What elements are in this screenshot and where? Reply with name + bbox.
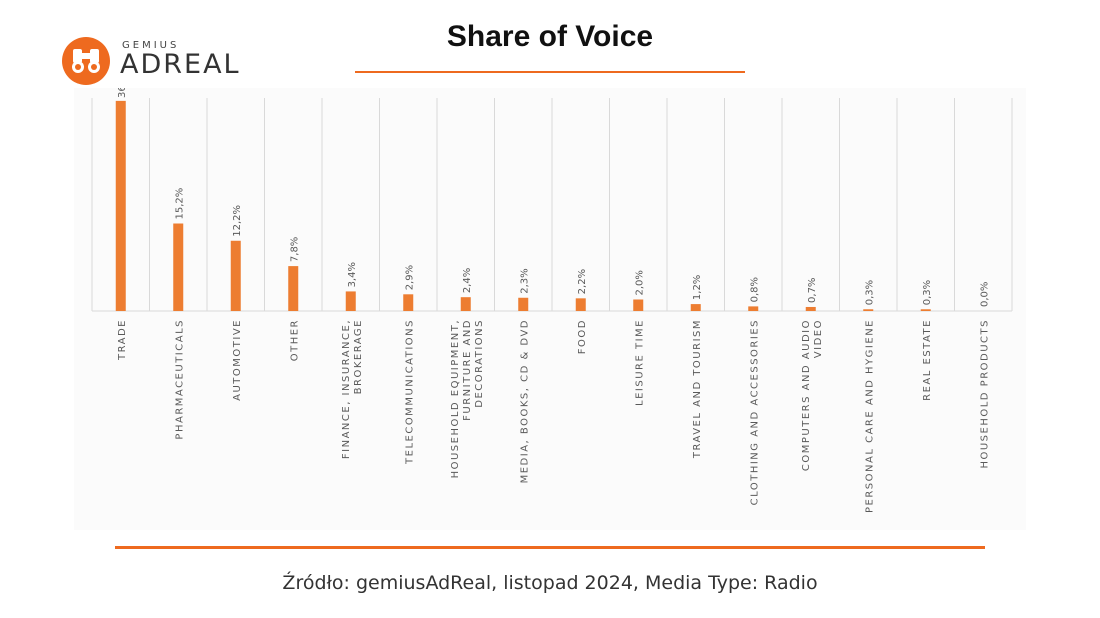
category-label-line: AUTOMOTIVE xyxy=(232,319,243,401)
category-label-line: OTHER xyxy=(289,319,300,361)
category-label: FINANCE, INSURANCE, BROKERAGE xyxy=(341,319,364,459)
category-label: TRADE xyxy=(117,319,128,361)
data-label: 0,7% xyxy=(807,278,818,303)
category-label-line: BROKERAGE xyxy=(353,319,364,394)
data-label: 0,0% xyxy=(979,282,990,307)
binoculars-icon xyxy=(62,37,110,85)
category-label-line: COMPUTERS AND AUDIO xyxy=(801,319,812,471)
data-label: 3,4% xyxy=(347,262,358,287)
bar xyxy=(173,223,184,311)
bar xyxy=(575,298,586,311)
data-label: 7,8% xyxy=(289,237,300,262)
bar xyxy=(288,266,299,311)
category-label: HOUSEHOLD PRODUCTS xyxy=(979,319,990,469)
category-label: LEISURE TIME xyxy=(634,319,645,406)
source-note: Źródło: gemiusAdReal, listopad 2024, Med… xyxy=(282,572,818,594)
data-label: 0,8% xyxy=(749,277,760,302)
category-label: OTHER xyxy=(289,319,300,361)
category-label-line: TELECOMMUNICATIONS xyxy=(404,319,415,465)
category-label-line: REAL ESTATE xyxy=(922,319,933,401)
data-label: 12,2% xyxy=(232,205,243,237)
category-label: PHARMACEUTICALS xyxy=(174,319,185,440)
category-label: TELECOMMUNICATIONS xyxy=(404,319,415,465)
data-label: 2,3% xyxy=(519,268,530,293)
footer-divider xyxy=(115,546,985,549)
bar xyxy=(920,309,931,311)
category-label: PERSONAL CARE AND HYGIENE xyxy=(864,319,875,513)
chart-area: 36,5% TRADE 15,2% PHARMACEUTICALS 12,2% AUTOM… xyxy=(74,88,1026,530)
data-label: 2,0% xyxy=(634,270,645,295)
category-label-line: VIDEO xyxy=(813,319,824,358)
category-label-line: PERSONAL CARE AND HYGIENE xyxy=(864,319,875,513)
title-underline xyxy=(355,71,745,73)
bar xyxy=(115,100,126,311)
category-label-line: HOUSEHOLD EQUIPMENT, xyxy=(450,319,461,478)
bar xyxy=(403,294,414,311)
bar-chart: 36,5% TRADE 15,2% PHARMACEUTICALS 12,2% AUTOM… xyxy=(91,88,1013,513)
category-label: REAL ESTATE xyxy=(922,319,933,401)
data-label: 15,2% xyxy=(174,188,185,220)
category-label-line: FINANCE, INSURANCE, xyxy=(341,319,352,459)
bar xyxy=(863,309,874,311)
gemius-adreal-logo: GEMIUS ADREAL xyxy=(62,37,252,85)
category-label-line: DECORATIONS xyxy=(474,319,485,408)
data-label: 2,9% xyxy=(404,265,415,290)
category-label-line: MEDIA, BOOKS, CD & DVD xyxy=(519,319,530,483)
category-label: MEDIA, BOOKS, CD & DVD xyxy=(519,319,530,483)
category-label-line: HOUSEHOLD PRODUCTS xyxy=(979,319,990,469)
data-label: 2,4% xyxy=(462,268,473,293)
category-label: TRAVEL AND TOURISM xyxy=(692,319,703,459)
data-label: 0,3% xyxy=(864,280,875,305)
category-label: COMPUTERS AND AUDIO VIDEO xyxy=(801,319,824,471)
category-label-line: FURNITURE AND xyxy=(462,319,473,421)
bar xyxy=(633,299,644,311)
data-label: 36,5% xyxy=(117,88,128,98)
data-label: 2,2% xyxy=(577,269,588,294)
bar xyxy=(805,306,816,311)
category-label-line: FOOD xyxy=(577,319,588,354)
category-label: FOOD xyxy=(577,319,588,354)
data-label: 0,3% xyxy=(922,280,933,305)
bar xyxy=(345,291,356,311)
logo-big-text: ADREAL xyxy=(120,49,241,80)
category-label: HOUSEHOLD EQUIPMENT, FURNITURE AND DECORAT… xyxy=(450,319,485,478)
category-label-line: TRAVEL AND TOURISM xyxy=(692,319,703,459)
category-label: CLOTHING AND ACCESSORIES xyxy=(749,319,760,505)
bar xyxy=(518,297,529,311)
bar xyxy=(690,304,701,311)
category-label: AUTOMOTIVE xyxy=(232,319,243,401)
category-label-line: CLOTHING AND ACCESSORIES xyxy=(749,319,760,505)
bar xyxy=(748,306,759,311)
data-label: 1,2% xyxy=(692,275,703,300)
category-label-line: LEISURE TIME xyxy=(634,319,645,406)
bar xyxy=(460,297,471,311)
logo-small-text: GEMIUS xyxy=(122,40,180,51)
bar xyxy=(230,240,241,311)
category-label-line: TRADE xyxy=(117,319,128,361)
category-label-line: PHARMACEUTICALS xyxy=(174,319,185,440)
page-title: Share of Voice xyxy=(446,20,654,53)
